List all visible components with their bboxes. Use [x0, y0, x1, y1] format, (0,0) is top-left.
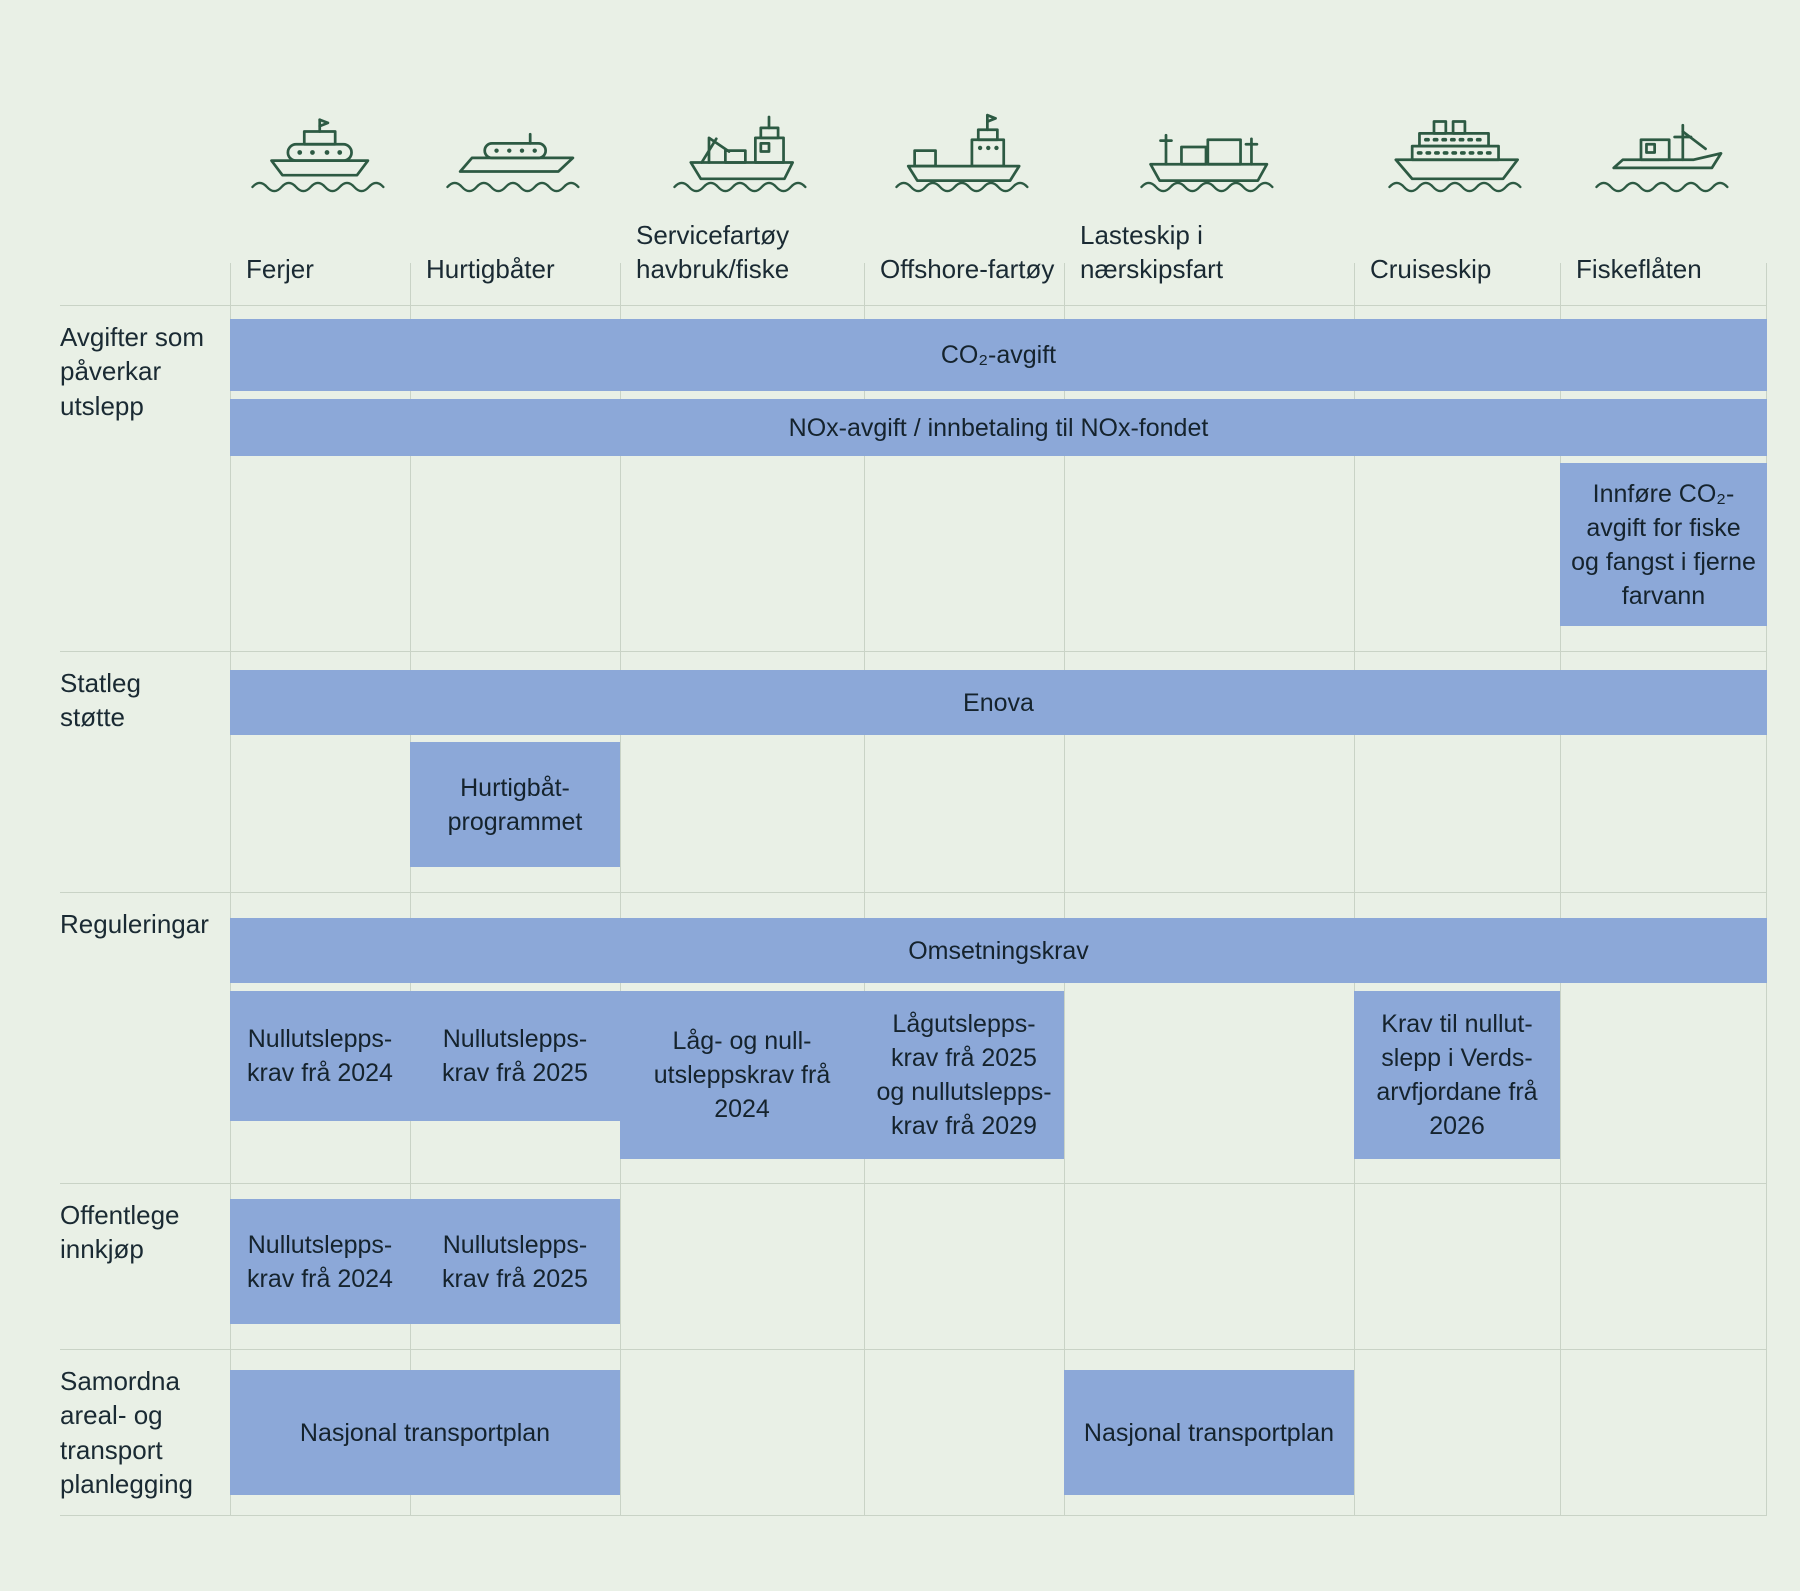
bar-omsetningskrav: Omsetningskrav — [230, 918, 1767, 983]
band-avgifter: Avgifter som påverkar utslepp CO₂-avgift… — [60, 305, 1767, 651]
cell-nasjonal-transportplan-lasteskip: Nasjonal transportplan — [1064, 1370, 1354, 1495]
column-label: Fiskeflåten — [1576, 254, 1702, 285]
column-divider — [864, 652, 1064, 892]
column-label: Ferjer — [246, 254, 314, 285]
band-label-offentlege-innkjop: Offentlege innkjøp — [60, 1200, 180, 1265]
cell-nullutsleppskrav-hurtigbater: Nullutslepps-krav frå 2025 — [410, 991, 620, 1121]
column-header-cruiseskip: Cruiseskip — [1354, 85, 1560, 305]
column-divider — [1064, 306, 1354, 651]
offshore-vessel-icon — [895, 113, 1029, 193]
column-header-hurtigbater: Hurtigbåter — [410, 85, 620, 305]
column-divider — [1064, 652, 1354, 892]
column-label: Cruiseskip — [1370, 254, 1492, 285]
cargo-ship-icon — [1140, 133, 1274, 193]
column-divider — [1064, 893, 1354, 1183]
column-divider — [230, 652, 410, 892]
cell-nasjonal-transportplan-ferjer-hurtigbater: Nasjonal transportplan — [230, 1370, 620, 1495]
column-header-lasteskip: Lasteskip i nærskipsfart — [1064, 85, 1354, 305]
header-spacer — [60, 85, 230, 305]
band-label-samordna-planlegging: Samordna areal- og transport planlegging — [60, 1366, 194, 1499]
column-header-fiskeflaten: Fiskeflåten — [1560, 85, 1767, 305]
cell-hurtigbatprogrammet: Hurtigbåt-programmet — [410, 742, 620, 867]
column-divider — [864, 1184, 1064, 1349]
column-divider — [1560, 1350, 1767, 1515]
band-reguleringar: Reguleringar Omsetningskrav Nullutslepps… — [60, 892, 1767, 1183]
column-divider — [620, 652, 864, 892]
bar-nox-avgift: NOx-avgift / innbetaling til NOx-fondet — [230, 399, 1767, 456]
column-divider — [620, 306, 864, 651]
column-divider — [1560, 652, 1767, 892]
column-divider — [864, 1350, 1064, 1515]
cargo-ship-icon-wrap — [1064, 85, 1354, 199]
band-label-reguleringar: Reguleringar — [60, 909, 209, 939]
column-header-row: Ferjer Hurtigbåter — [60, 85, 1767, 305]
cell-lag-og-nullutsleppskrav-servicefartoy: Låg- og null-utsleppskrav frå 2024 — [620, 991, 864, 1159]
express-boat-icon-wrap — [410, 85, 620, 199]
column-divider — [864, 306, 1064, 651]
bar-enova: Enova — [230, 670, 1767, 735]
column-label: Offshore-fartøy — [880, 254, 1055, 285]
ferry-icon-wrap — [230, 85, 410, 199]
bar-co2-avgift: CO₂-avgift — [230, 319, 1767, 391]
cell-nullutslepp-verdsarvfjordane-cruiseskip: Krav til nullut-slepp i Verds-arvfjordan… — [1354, 991, 1560, 1159]
band-label-avgifter: Avgifter som påverkar utslepp — [60, 322, 205, 421]
cell-nullutsleppskrav-innkjop-hurtigbater: Nullutslepps-krav frå 2025 — [410, 1199, 620, 1324]
cell-nullutsleppskrav-innkjop-ferjer: Nullutslepps-krav frå 2024 — [230, 1199, 410, 1324]
column-header-ferjer: Ferjer — [230, 85, 410, 305]
column-divider — [410, 306, 620, 651]
offshore-vessel-icon-wrap — [864, 85, 1064, 199]
express-boat-icon — [446, 132, 580, 193]
column-label: Hurtigbåter — [426, 254, 555, 285]
column-divider — [1560, 1184, 1767, 1349]
column-label: Servicefartøy havbruk/fiske — [636, 220, 790, 285]
cruise-ship-icon — [1388, 120, 1522, 193]
column-divider — [620, 1184, 864, 1349]
column-header-offshorefartoy: Offshore-fartøy — [864, 85, 1064, 305]
service-vessel-icon-wrap — [620, 85, 864, 199]
band-statleg-stotte: Statleg støtte Enova Hurtigbåt-programme… — [60, 651, 1767, 892]
ferry-icon — [251, 118, 385, 193]
band-samordna-planlegging: Samordna areal- og transport planlegging… — [60, 1349, 1767, 1516]
cell-lagutsleppskrav-offshore: Lågutslepps-krav frå 2025 og nullutslepp… — [864, 991, 1064, 1159]
column-divider — [1354, 652, 1560, 892]
column-divider — [620, 1350, 864, 1515]
cruise-ship-icon-wrap — [1354, 85, 1560, 199]
service-vessel-icon — [673, 115, 807, 193]
fishing-vessel-icon-wrap — [1560, 85, 1767, 199]
column-label: Lasteskip i nærskipsfart — [1080, 220, 1224, 285]
column-divider — [1064, 1184, 1354, 1349]
band-offentlege-innkjop: Offentlege innkjøp Nullutslepps-krav frå… — [60, 1183, 1767, 1349]
column-header-servicefartoy: Servicefartøy havbruk/fiske — [620, 85, 864, 305]
column-divider — [1354, 1184, 1560, 1349]
band-label-statleg-stotte: Statleg støtte — [60, 668, 141, 733]
column-divider — [230, 306, 410, 651]
column-divider — [1354, 1350, 1560, 1515]
column-divider — [1354, 306, 1560, 651]
cell-nullutsleppskrav-ferjer: Nullutslepps-krav frå 2024 — [230, 991, 410, 1121]
column-divider — [1560, 893, 1767, 1183]
fishing-vessel-icon — [1595, 123, 1729, 193]
cell-innfore-co2-avgift-fiske: Innføre CO₂-avgift for fiske og fangst i… — [1560, 463, 1767, 626]
